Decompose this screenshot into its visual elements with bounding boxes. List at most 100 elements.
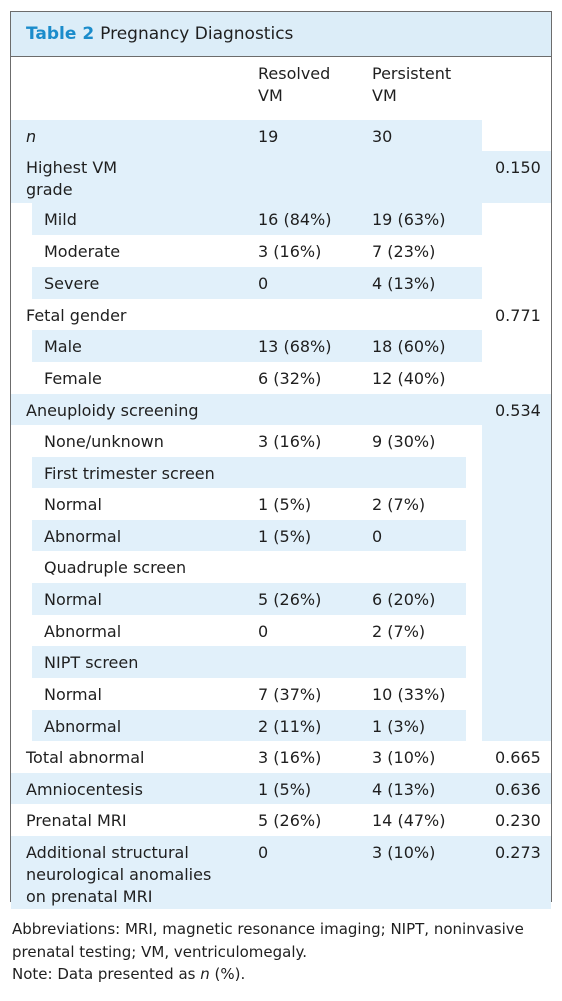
row-label: Normal <box>44 685 102 704</box>
row-label: Abnormal <box>44 717 122 736</box>
persistent-value: 3 (10%) <box>372 843 436 862</box>
persistent-value: 14 (47%) <box>372 811 446 830</box>
resolved-value: 19 <box>258 127 279 146</box>
table-row: Moderate 3 (16%) 7 (23%) <box>11 235 551 267</box>
row-label: Moderate <box>44 242 121 261</box>
table-row: First trimester screen <box>11 457 551 488</box>
table-row: Normal 1 (5%) 2 (7%) <box>11 488 551 520</box>
row-label: First trimester screen <box>44 464 215 483</box>
p-value: 0.771 <box>495 306 541 325</box>
row-label: Male <box>44 337 82 356</box>
table-row: NIPT screen <box>11 646 551 678</box>
table-row: Mild 16 (84%) 19 (63%) <box>11 203 551 235</box>
table-number: Table 2 <box>26 24 95 44</box>
table-row: Abnormal 0 2 (7%) <box>11 615 551 646</box>
resolved-value: 3 (16%) <box>258 432 322 451</box>
abbreviations-note: Abbreviations: MRI, magnetic resonance i… <box>12 920 524 961</box>
resolved-value: 0 <box>258 274 269 293</box>
table-row: Normal 5 (26%) 6 (20%) <box>11 583 551 615</box>
table-header-row: Resolved VM Persistent VM <box>11 57 551 120</box>
persistent-value: 2 (7%) <box>372 622 426 641</box>
table-row: None/unknown 3 (16%) 9 (30%) <box>11 425 551 457</box>
table-caption: Table 2 Pregnancy Diagnostics <box>11 12 551 57</box>
row-label: Severe <box>44 274 100 293</box>
row-label: Total abnormal <box>26 748 145 767</box>
table-frame: Table 2 Pregnancy Diagnostics Resolved VM… <box>10 11 552 909</box>
table-row: Prenatal MRI 5 (26%) 14 (47%) 0.230 <box>11 804 551 836</box>
persistent-value: 4 (13%) <box>372 274 436 293</box>
row-label: Female <box>44 369 102 388</box>
table-row: Female 6 (32%) 12 (40%) <box>11 362 551 394</box>
resolved-value: 16 (84%) <box>258 210 332 229</box>
p-value: 0.273 <box>495 843 541 862</box>
header-resolved-vm: Resolved VM <box>258 64 331 105</box>
resolved-value: 0 <box>258 622 269 641</box>
persistent-value: 7 (23%) <box>372 242 436 261</box>
resolved-value: 1 (5%) <box>258 527 312 546</box>
table-row: n 19 30 <box>11 120 551 151</box>
row-label: Quadruple screen <box>44 558 187 577</box>
resolved-value: 3 (16%) <box>258 242 322 261</box>
row-label: Mild <box>44 210 77 229</box>
table-row: Highest VM grade 0.150 <box>11 151 551 203</box>
table-body: n 19 30 Highest VM grade 0.150 Mild 16 (84%) 19… <box>11 120 551 909</box>
persistent-value: 4 (13%) <box>372 780 436 799</box>
persistent-value: 3 (10%) <box>372 748 436 767</box>
row-label: Highest VM grade <box>26 158 118 199</box>
note-prefix: Note: Data presented as <box>12 965 201 983</box>
table-row: Total abnormal 3 (16%) 3 (10%) 0.665 <box>11 741 551 773</box>
table-row: Additional structural neurological anoma… <box>11 836 551 909</box>
table-footnotes: Abbreviations: MRI, magnetic resonance i… <box>12 918 552 986</box>
p-value: 0.534 <box>495 401 541 420</box>
persistent-value: 0 <box>372 527 383 546</box>
persistent-value: 2 (7%) <box>372 495 426 514</box>
row-label: Aneuploidy screening <box>26 401 199 420</box>
resolved-value: 2 (11%) <box>258 717 322 736</box>
data-presentation-note: Note: Data presented as n (%). <box>12 963 552 986</box>
persistent-value: 19 (63%) <box>372 210 446 229</box>
resolved-value: 6 (32%) <box>258 369 322 388</box>
row-label: Abnormal <box>44 622 122 641</box>
header-persistent-vm: Persistent VM <box>372 64 452 105</box>
row-label: n <box>26 127 37 146</box>
resolved-value: 3 (16%) <box>258 748 322 767</box>
row-label: Abnormal <box>44 527 122 546</box>
table-row: Fetal gender 0.771 <box>11 299 551 330</box>
row-label: None/unknown <box>44 432 164 451</box>
resolved-value: 13 (68%) <box>258 337 332 356</box>
resolved-value: 1 (5%) <box>258 495 312 514</box>
row-label: NIPT screen <box>44 653 139 672</box>
p-value: 0.230 <box>495 811 541 830</box>
row-label: Normal <box>44 495 102 514</box>
persistent-value: 30 <box>372 127 393 146</box>
table-row: Abnormal 1 (5%) 0 <box>11 520 551 551</box>
note-n: n <box>200 965 210 983</box>
resolved-value: 1 (5%) <box>258 780 312 799</box>
row-label: Prenatal MRI <box>26 811 127 830</box>
p-value: 0.636 <box>495 780 541 799</box>
table-row: Abnormal 2 (11%) 1 (3%) <box>11 710 551 741</box>
resolved-value: 5 (26%) <box>258 590 322 609</box>
table-row: Normal 7 (37%) 10 (33%) <box>11 678 551 710</box>
resolved-value: 7 (37%) <box>258 685 322 704</box>
table-row: Aneuploidy screening 0.534 <box>11 394 551 425</box>
persistent-value: 6 (20%) <box>372 590 436 609</box>
persistent-value: 9 (30%) <box>372 432 436 451</box>
row-label: Normal <box>44 590 102 609</box>
table-row: Amniocentesis 1 (5%) 4 (13%) 0.636 <box>11 773 551 804</box>
table-row: Male 13 (68%) 18 (60%) <box>11 330 551 362</box>
persistent-value: 10 (33%) <box>372 685 446 704</box>
table-row: Quadruple screen <box>11 551 551 583</box>
row-label: Additional structural neurological anoma… <box>26 843 212 906</box>
table-row: Severe 0 4 (13%) <box>11 267 551 299</box>
p-value: 0.665 <box>495 748 541 767</box>
p-value: 0.150 <box>495 158 541 177</box>
note-suffix: (%). <box>209 965 246 983</box>
table-title: Pregnancy Diagnostics <box>100 24 294 44</box>
persistent-value: 1 (3%) <box>372 717 426 736</box>
persistent-value: 18 (60%) <box>372 337 446 356</box>
row-label: Amniocentesis <box>26 780 143 799</box>
resolved-value: 0 <box>258 843 269 862</box>
persistent-value: 12 (40%) <box>372 369 446 388</box>
row-label: Fetal gender <box>26 306 127 325</box>
